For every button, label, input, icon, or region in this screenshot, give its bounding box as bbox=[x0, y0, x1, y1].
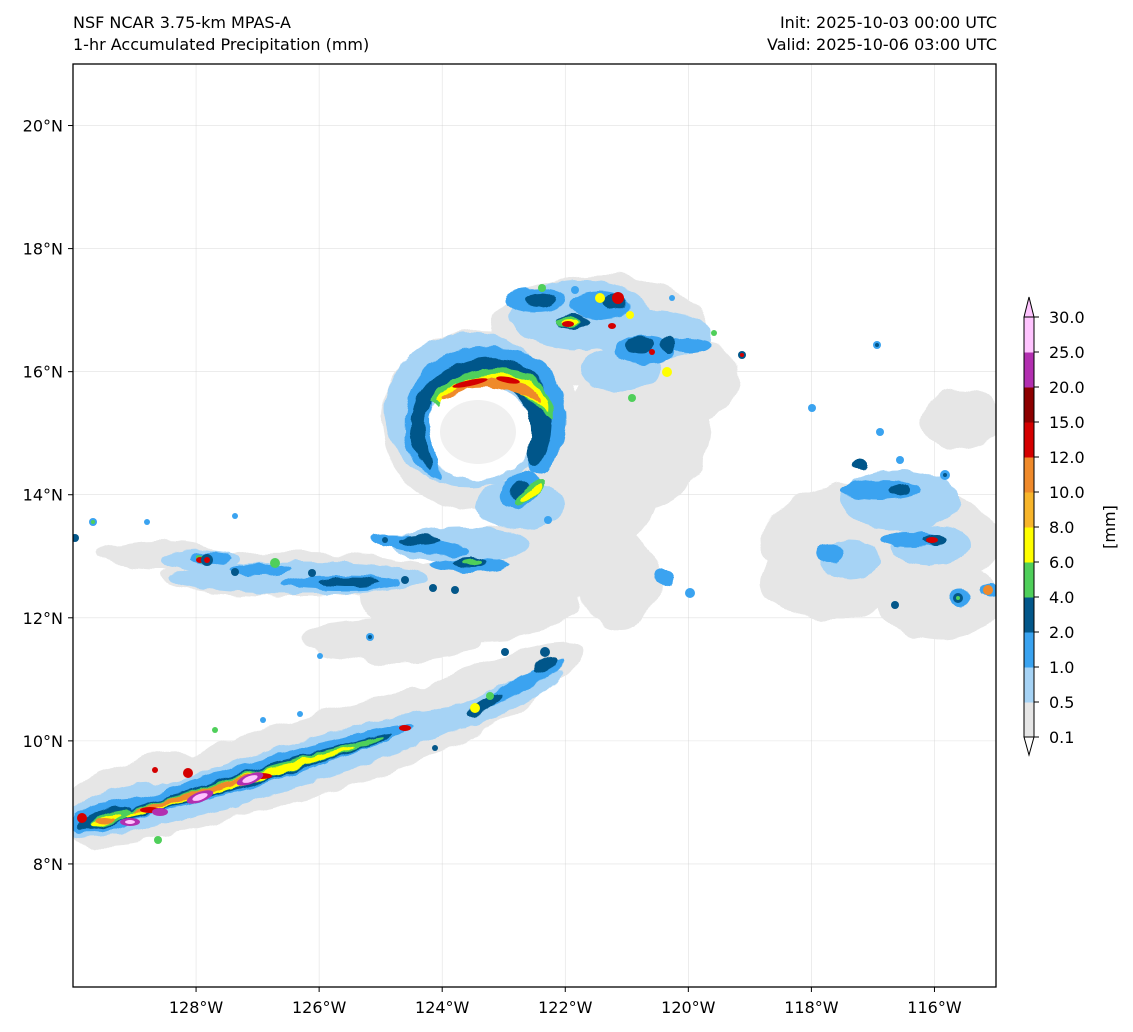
valid-time: Valid: 2025-10-06 03:00 UTC bbox=[766, 35, 997, 54]
colorbar-segment bbox=[1024, 352, 1034, 388]
colorbar-unit-label: [mm] bbox=[1100, 505, 1119, 549]
colorbar-tick-label: 12.0 bbox=[1049, 448, 1085, 467]
colorbar-tick-label: 1.0 bbox=[1049, 658, 1074, 677]
precip-field bbox=[73, 275, 996, 847]
colorbar-extend-min bbox=[1023, 736, 1035, 757]
hurricane-eye-shading bbox=[440, 400, 516, 464]
colorbar-tick-label: 15.0 bbox=[1049, 413, 1085, 432]
colorbar-tick-label: 4.0 bbox=[1049, 588, 1074, 607]
colorbar-segment bbox=[1024, 702, 1034, 738]
colorbar-tick-label: 20.0 bbox=[1049, 378, 1085, 397]
title-left: NSF NCAR 3.75-km MPAS-A 1-hr Accumulated… bbox=[73, 12, 369, 56]
colorbar-tick-label: 25.0 bbox=[1049, 343, 1085, 362]
lat-tick-label: 8°N bbox=[33, 855, 63, 874]
lat-tick-label: 16°N bbox=[23, 363, 63, 382]
colorbar-tick-label: 8.0 bbox=[1049, 518, 1074, 537]
gridlines bbox=[73, 64, 996, 987]
colorbar-tick-label: 2.0 bbox=[1049, 623, 1074, 642]
longitude-axis: 128°W 126°W 124°W 122°W 120°W 118°W 116°W bbox=[169, 987, 962, 1017]
precip-scattered-cells bbox=[73, 284, 993, 844]
colorbar-tick-label: 10.0 bbox=[1049, 483, 1085, 502]
lon-tick-label: 120°W bbox=[661, 998, 716, 1017]
colorbar-segment bbox=[1024, 457, 1034, 493]
lat-tick-label: 14°N bbox=[23, 486, 63, 505]
lon-tick-label: 126°W bbox=[292, 998, 347, 1017]
lat-tick-label: 12°N bbox=[23, 609, 63, 628]
lat-tick-label: 20°N bbox=[23, 117, 63, 136]
lat-tick-label: 10°N bbox=[23, 732, 63, 751]
lat-tick-label: 18°N bbox=[23, 240, 63, 259]
colorbar-tick-label: 0.1 bbox=[1049, 728, 1074, 747]
colorbar-segment bbox=[1024, 562, 1034, 598]
latitude-axis: 8°N 10°N 12°N 14°N 16°N 18°N 20°N bbox=[23, 117, 73, 874]
colorbar-segment bbox=[1024, 632, 1034, 668]
colorbar-segment bbox=[1024, 492, 1034, 528]
lon-tick-label: 124°W bbox=[415, 998, 470, 1017]
model-title: NSF NCAR 3.75-km MPAS-A bbox=[73, 13, 291, 32]
field-title: 1-hr Accumulated Precipitation (mm) bbox=[73, 35, 370, 54]
colorbar-segment bbox=[1024, 317, 1034, 353]
lon-tick-label: 122°W bbox=[538, 998, 593, 1017]
colorbar-extend-max bbox=[1023, 296, 1035, 318]
lon-tick-label: 118°W bbox=[784, 998, 839, 1017]
precip-20.0-band bbox=[120, 772, 264, 826]
title-right: Init: 2025-10-03 00:00 UTC Valid: 2025-1… bbox=[767, 12, 997, 56]
colorbar-segment bbox=[1024, 387, 1034, 423]
lon-tick-label: 128°W bbox=[169, 998, 224, 1017]
colorbar-tick-label: 6.0 bbox=[1049, 553, 1074, 572]
colorbar: 0.1 0.5 1.0 2.0 4.0 6.0 8.0 10.0 12.0 15.0 20.0 25.… bbox=[1023, 296, 1085, 757]
colorbar-tick-label: 0.5 bbox=[1049, 693, 1074, 712]
colorbar-segment bbox=[1024, 667, 1034, 703]
map-frame bbox=[72, 63, 997, 988]
colorbar-segment bbox=[1024, 527, 1034, 563]
init-time: Init: 2025-10-03 00:00 UTC bbox=[779, 13, 997, 32]
colorbar-segment bbox=[1024, 597, 1034, 633]
colorbar-segment bbox=[1024, 422, 1034, 458]
colorbar-tick-label: 30.0 bbox=[1049, 308, 1085, 327]
lon-tick-label: 116°W bbox=[907, 998, 962, 1017]
